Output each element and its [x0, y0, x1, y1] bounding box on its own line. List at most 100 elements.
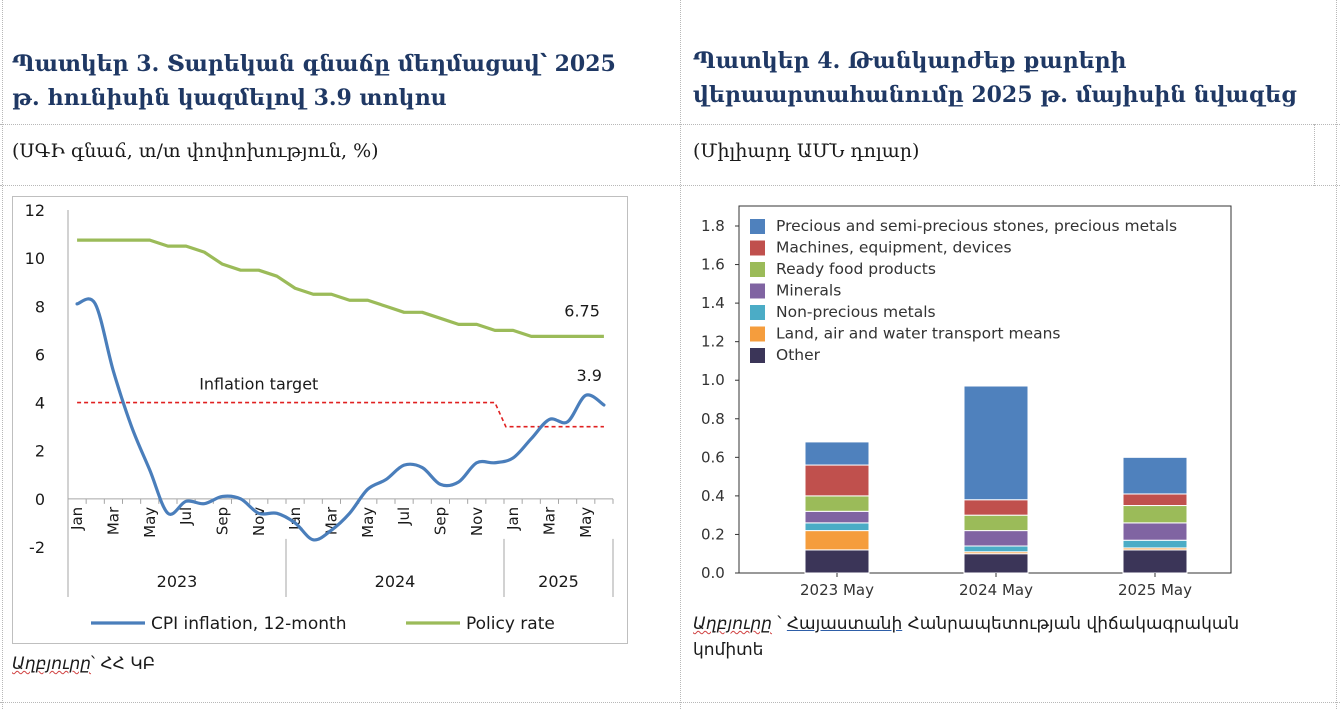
cpi-policy-line-chart: 12 10 8 6 4 2 0 -2 Jan Mar May Jul Sep Nov Jan Mar May Ju…	[25, 201, 614, 634]
reexport-stacked-bar-chart: 0.0 0.2 0.4 0.6 0.8 1.0 1.2 1.4 1.6 1.8 2023 May 20…	[701, 205, 1232, 599]
annotation-inflation-target: Inflation target	[199, 375, 318, 394]
year-label: 2023	[157, 572, 198, 591]
x-tick-label: Mar	[540, 506, 558, 535]
bar-segment	[963, 385, 1029, 501]
bar-segment	[804, 530, 870, 551]
table-border	[0, 185, 1340, 186]
x-tick-label: Jul	[395, 507, 413, 526]
bar-segment	[804, 510, 870, 524]
legend-swatch	[750, 348, 765, 363]
figure4-source: Աղբյուրը ՝ Հայաստանի Հանրապետության վիճա…	[693, 611, 1313, 663]
x-tick-label: May	[577, 507, 595, 538]
bar-segment	[963, 553, 1029, 574]
x-tick-label: Jan	[504, 507, 522, 531]
y-tick-label: -2	[29, 538, 45, 557]
x-tick-label: 2025 May	[1118, 581, 1192, 599]
year-label: 2024	[375, 572, 416, 591]
figure3-chart-frame: 12 10 8 6 4 2 0 -2 Jan Mar May Jul Sep Nov Jan Mar May Ju…	[12, 196, 628, 644]
bar-segment	[963, 514, 1029, 532]
legend-swatch	[750, 326, 765, 342]
source-sep: ՝	[772, 614, 787, 634]
legend-swatch	[750, 283, 765, 299]
table-border	[0, 702, 1340, 703]
bar-segment	[804, 441, 870, 466]
figure4-subtitle: (Միլիարդ ԱՄՆ դոլար)	[693, 140, 920, 162]
x-tick-label: May	[141, 507, 159, 538]
y-tick-label: 0.6	[701, 448, 725, 466]
source-label: Աղբյուրը	[12, 654, 92, 674]
y-tick-label: 12	[25, 201, 45, 220]
x-tick-label: Sep	[213, 507, 231, 535]
legend-label-policy-rate: Policy rate	[466, 614, 555, 634]
series-line-policy-rate	[77, 238, 604, 338]
data-label-cpi: 3.9	[576, 366, 601, 385]
table-border	[680, 0, 681, 709]
legend-swatch	[750, 240, 765, 256]
x-tick-label: Jul	[177, 507, 195, 526]
source-text-line2: կոմիտե	[693, 640, 764, 660]
figure3-title-line1: Պատկեր 3. Տարեկան գնաճը մեղմացավ՝ 2025	[12, 51, 616, 77]
figure4-title: Պատկեր 4. Թանկարժեք քարերի վերաարտահանու…	[693, 44, 1297, 112]
bar-segment	[1122, 456, 1188, 495]
table-border	[1336, 0, 1337, 709]
bar-segment	[1122, 522, 1188, 541]
x-tick-label: Mar	[104, 506, 122, 535]
legend-swatch	[750, 305, 765, 320]
figure4-chart-frame: 0.0 0.2 0.4 0.6 0.8 1.0 1.2 1.4 1.6 1.8 2023 May 20…	[693, 196, 1311, 606]
bar-segment	[804, 522, 870, 532]
x-tick-label: May	[359, 507, 377, 538]
year-label: 2025	[538, 572, 579, 591]
y-tick-label: 0.8	[701, 410, 725, 428]
y-tick-label: 2	[35, 442, 45, 461]
source-label: Աղբյուրը	[693, 614, 773, 634]
bar-segment	[1122, 539, 1188, 549]
figure3-title: Պատկեր 3. Տարեկան գնաճը մեղմացավ՝ 2025 թ…	[12, 47, 616, 115]
y-tick-label: 1.6	[701, 256, 725, 274]
y-tick-label: 1.0	[701, 371, 725, 389]
x-tick-label: Sep	[431, 507, 449, 535]
x-tick-label: 2024 May	[959, 581, 1033, 599]
y-tick-label: 0	[35, 490, 45, 509]
x-tick-label: 2023 May	[800, 581, 874, 599]
y-tick-label: 0.2	[701, 525, 725, 543]
legend-label: Other	[776, 346, 821, 364]
y-tick-label: 1.4	[701, 294, 725, 312]
series-line-inflation-target	[77, 401, 604, 428]
source-text: Հանրապետության վիճակագրական	[902, 614, 1240, 634]
y-tick-label: 0.4	[701, 487, 725, 505]
legend-label: Ready food products	[776, 260, 936, 278]
bar-segment	[963, 545, 1029, 553]
figure3-title-line2: թ. հունիսին կազմելով 3.9 տոկոս	[12, 85, 447, 111]
bar-segment	[1122, 505, 1188, 524]
bar-segment	[963, 499, 1029, 516]
bar-segment	[1122, 549, 1188, 574]
y-tick-label: 1.8	[701, 217, 725, 235]
x-tick-label: Jan	[68, 507, 86, 531]
bar-segment	[804, 495, 870, 512]
y-tick-label: 0.0	[701, 564, 725, 582]
bar-segment	[1122, 493, 1188, 507]
table-border	[1314, 124, 1315, 186]
legend-swatch	[750, 262, 765, 277]
x-tick-label: Nov	[468, 507, 486, 536]
legend-swatch	[750, 219, 765, 234]
y-tick-label: 8	[35, 297, 45, 316]
y-tick-label: 1.2	[701, 333, 725, 351]
figure3-subtitle: (ՍԳԻ գնաճ, տ/տ փոփոխություն, %)	[12, 140, 379, 162]
table-border	[2, 0, 3, 709]
legend-label: Land, air and water transport means	[776, 325, 1061, 343]
x-tick-label: Nov	[250, 507, 268, 536]
legend-label: Non-precious metals	[776, 303, 936, 321]
figure3-source: Աղբյուրը՝ ՀՀ ԿԲ	[12, 651, 155, 677]
legend-label: Machines, equipment, devices	[776, 239, 1012, 257]
figure4-title-line1: Պատկեր 4. Թանկարժեք քարերի	[693, 48, 1127, 74]
bar-segment	[804, 549, 870, 574]
table-border	[0, 124, 1340, 125]
series-line-cpi-inflation	[75, 297, 606, 542]
bar-segment	[963, 530, 1029, 547]
legend-label-cpi: CPI inflation, 12-month	[151, 614, 346, 634]
source-text: ՝ ՀՀ ԿԲ	[91, 654, 156, 674]
y-tick-label: 6	[35, 345, 45, 364]
source-link[interactable]: Հայաստանի	[786, 614, 903, 634]
figure4-title-line2: վերաարտահանումը 2025 թ. մայիսին նվազեց	[693, 82, 1297, 108]
